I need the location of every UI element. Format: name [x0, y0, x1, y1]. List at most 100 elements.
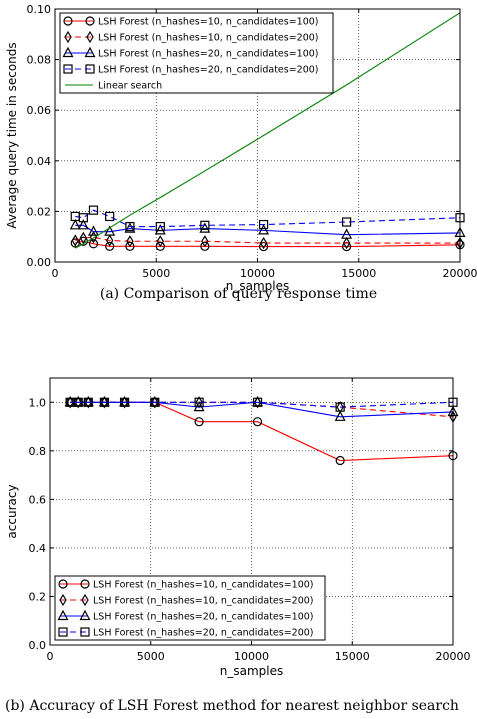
data-point — [87, 225, 99, 236]
data-point — [335, 402, 345, 412]
data-point — [252, 417, 263, 427]
series-2 — [71, 231, 464, 250]
legend-label: LSH Forest (n_hashes=20, n_candidates=10… — [93, 612, 314, 623]
legend-label: LSH Forest (n_hashes=10, n_candidates=20… — [98, 33, 319, 44]
legend-label: LSH Forest (n_hashes=10, n_candidates=10… — [98, 17, 319, 28]
legend-marker — [63, 64, 73, 74]
y-tick-label: 0.04 — [27, 155, 52, 168]
data-point — [155, 221, 165, 232]
data-point — [252, 397, 263, 407]
series-line — [74, 12, 461, 249]
legend-marker — [84, 46, 96, 58]
data-point — [126, 235, 134, 248]
series-5 — [74, 12, 461, 249]
legend-label: LSH Forest (n_hashes=10, n_candidates=20… — [93, 596, 314, 607]
data-point — [258, 224, 270, 235]
y-tick-label: 1.0 — [29, 396, 47, 409]
data-point — [194, 397, 204, 407]
x-tick-label: 0 — [52, 267, 59, 280]
legend-marker — [85, 16, 95, 26]
y-tick-label: 0.08 — [27, 54, 52, 67]
axes-frame — [54, 8, 461, 263]
legend-marker — [86, 30, 94, 44]
legend-marker — [63, 16, 73, 26]
data-point — [99, 397, 110, 407]
data-point — [201, 235, 209, 248]
legend-marker — [80, 627, 90, 637]
x-tick-label: 10000 — [240, 267, 275, 280]
legend-marker — [58, 627, 68, 637]
data-point — [258, 241, 269, 252]
y-tick-label: 0.4 — [29, 542, 47, 555]
data-point — [258, 219, 269, 230]
data-point — [105, 211, 115, 222]
legend-label: LSH Forest (n_hashes=10, n_candidates=10… — [93, 580, 314, 591]
data-point — [78, 213, 88, 223]
legend-marker — [57, 609, 69, 621]
y-axis-label: accuracy — [5, 484, 19, 538]
legend-marker — [62, 46, 74, 58]
legend-marker — [64, 30, 72, 44]
x-tick-label: 5000 — [142, 267, 170, 280]
legend-marker — [59, 593, 67, 607]
data-point — [83, 397, 93, 407]
x-tick-label: 10000 — [234, 650, 269, 663]
series-line — [75, 240, 461, 248]
x-tick-label: 15000 — [341, 267, 376, 280]
y-tick-label: 0.02 — [27, 205, 52, 218]
data-point — [150, 397, 160, 407]
data-point — [125, 241, 135, 251]
series-line — [75, 236, 460, 244]
data-point — [259, 236, 268, 250]
data-point — [342, 236, 351, 250]
data-point — [341, 228, 353, 239]
series-1 — [70, 236, 465, 252]
x-tick-label: 0 — [47, 650, 54, 663]
legend-marker — [85, 64, 95, 74]
y-tick-label: 0.6 — [29, 493, 47, 506]
legend-marker — [79, 609, 91, 621]
legend-marker — [81, 593, 89, 607]
y-tick-label: 0.00 — [27, 256, 52, 269]
data-point — [124, 222, 136, 233]
data-point — [125, 221, 135, 232]
figure-caption: (a) Comparison of query response time — [100, 286, 377, 302]
data-point — [156, 235, 164, 248]
figure-caption: (b) Accuracy of LSH Forest method for ne… — [5, 698, 459, 714]
legend-label: LSH Forest (n_hashes=20, n_candidates=10… — [98, 49, 319, 60]
data-point — [73, 397, 83, 407]
data-point — [342, 217, 352, 227]
legend-box — [59, 12, 334, 94]
series-line — [75, 224, 461, 236]
chart-panel-2: 0 5000 10000 15000 20000 0.0 0.2 0.4 0.6 0.8 1.0 n_… — [5, 377, 471, 678]
series-line — [70, 401, 454, 408]
data-point — [69, 219, 81, 230]
data-point — [200, 220, 210, 230]
x-axis-label: n_samples — [226, 279, 290, 293]
data-point — [199, 222, 211, 233]
y-tick-label: 0.2 — [29, 590, 47, 603]
legend-label: LSH Forest (n_hashes=20, n_candidates=20… — [93, 628, 314, 639]
data-point — [119, 397, 130, 407]
legend: LSH Forest (n_hashes=10, n_candidates=10… — [59, 12, 334, 94]
legend-label: Linear search — [98, 81, 162, 92]
x-tick-label: 20000 — [443, 267, 477, 280]
series-3 — [69, 219, 466, 239]
series-4 — [70, 205, 465, 232]
legend-marker — [58, 579, 68, 589]
axes-frame — [49, 377, 454, 646]
series-line — [75, 209, 461, 228]
data-point — [105, 241, 115, 251]
data-point — [155, 241, 165, 251]
y-tick-label: 0.8 — [29, 445, 47, 458]
legend: LSH Forest (n_hashes=10, n_candidates=10… — [54, 575, 326, 641]
y-tick-label: 0.0 — [29, 639, 47, 652]
x-axis-label: n_samples — [220, 664, 284, 678]
y-tick-label: 0.10 — [27, 3, 52, 16]
x-tick-label: 5000 — [137, 650, 165, 663]
data-point — [154, 224, 166, 235]
x-tick-label: 15000 — [335, 650, 370, 663]
data-point — [79, 231, 88, 245]
data-point — [77, 219, 89, 230]
